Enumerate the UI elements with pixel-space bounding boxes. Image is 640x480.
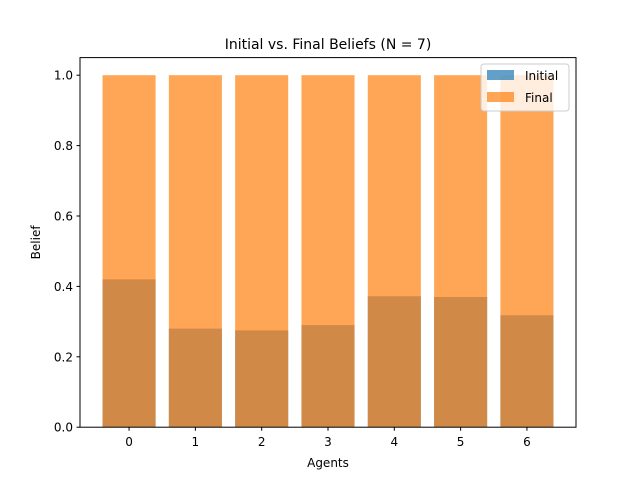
y-tick-label: 0.4: [54, 280, 73, 294]
y-tick-label: 0.2: [54, 350, 73, 364]
legend: Initial Final: [480, 63, 570, 112]
legend-swatch-initial: [487, 70, 514, 80]
x-tick-label: 5: [457, 435, 465, 449]
legend-label-initial: Initial: [525, 69, 558, 83]
x-tick-label: 2: [258, 435, 266, 449]
chart-title: Initial vs. Final Beliefs (N = 7): [225, 37, 432, 53]
x-axis: 0 1 2 3 4 5 6: [125, 427, 531, 449]
bar-final-agent-1: [168, 75, 222, 428]
bar-final-agent-0: [102, 75, 156, 428]
y-tick-label: 1.0: [54, 69, 73, 83]
bar-final-agent-2: [235, 75, 289, 428]
x-tick-label: 6: [523, 435, 531, 449]
x-tick-label: 1: [192, 435, 200, 449]
bar-final-agent-3: [301, 75, 355, 428]
bar-final-agent-5: [434, 75, 488, 428]
y-axis-label: Belief: [29, 225, 43, 260]
bars-layer: [102, 75, 554, 428]
y-axis: 0.0 0.2 0.4 0.6 0.8 1.0: [54, 69, 80, 435]
bar-final-agent-6: [500, 75, 554, 428]
y-tick-label: 0.8: [54, 139, 73, 153]
x-tick-label: 3: [324, 435, 332, 449]
y-tick-label: 0.6: [54, 210, 73, 224]
x-axis-label: Agents: [307, 456, 349, 470]
legend-label-final: Final: [525, 91, 553, 105]
legend-swatch-final: [487, 92, 514, 102]
x-tick-label: 4: [390, 435, 398, 449]
bar-final-agent-4: [367, 75, 421, 428]
plot-frame: [79, 57, 577, 428]
x-tick-label: 0: [125, 435, 133, 449]
y-tick-label: 0.0: [54, 421, 73, 435]
